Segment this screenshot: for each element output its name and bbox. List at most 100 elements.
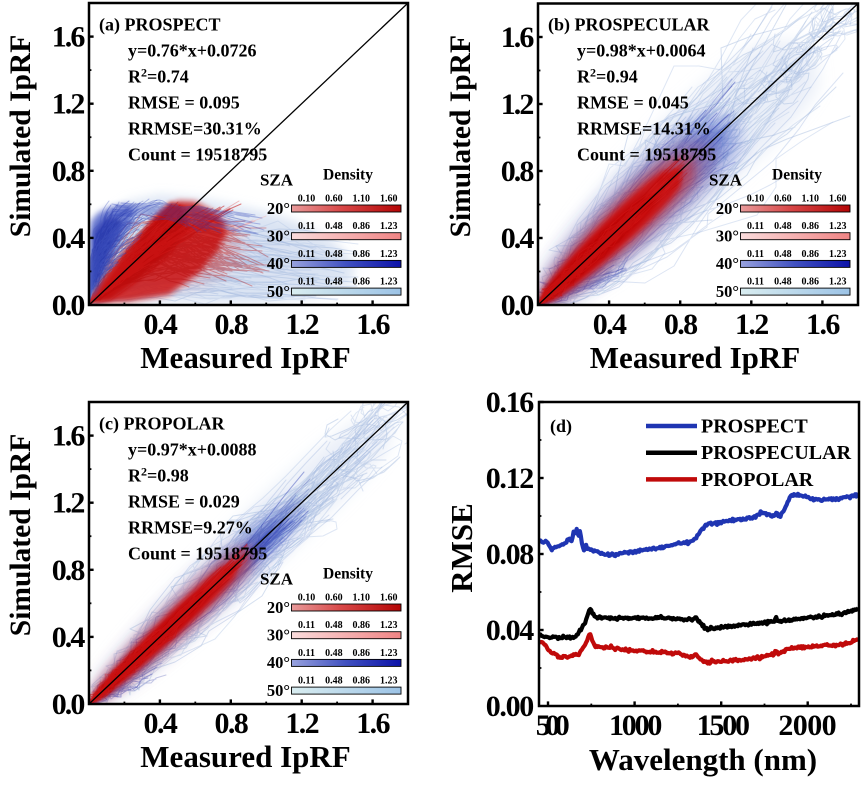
svg-text:40°: 40° [267, 653, 290, 672]
svg-text:0.48: 0.48 [325, 249, 343, 260]
svg-text:0.0: 0.0 [52, 289, 85, 322]
svg-text:1.23: 1.23 [829, 277, 847, 288]
svg-text:1.6: 1.6 [806, 308, 840, 341]
svg-text:1.23: 1.23 [380, 620, 398, 631]
svg-text:1.60: 1.60 [380, 193, 398, 204]
svg-text:1.6: 1.6 [356, 308, 390, 341]
svg-text:RRMSE=9.27%: RRMSE=9.27% [128, 518, 253, 538]
svg-text:0.4: 0.4 [501, 222, 535, 255]
svg-text:R2=0.94: R2=0.94 [577, 66, 638, 87]
svg-text:RMSE = 0.095: RMSE = 0.095 [128, 93, 240, 113]
svg-text:1.2: 1.2 [52, 88, 85, 121]
svg-text:50°: 50° [267, 282, 290, 301]
svg-text:0.4: 0.4 [144, 308, 178, 341]
svg-text:1.2: 1.2 [285, 707, 318, 740]
svg-text:0.8: 0.8 [52, 554, 85, 587]
svg-text:RRMSE=30.31%: RRMSE=30.31% [128, 119, 262, 139]
svg-text:1.23: 1.23 [380, 648, 398, 659]
svg-text:PROPOLAR: PROPOLAR [701, 469, 814, 491]
svg-text:RMSE = 0.029: RMSE = 0.029 [128, 492, 240, 512]
svg-text:Density: Density [772, 167, 822, 184]
svg-text:40°: 40° [716, 254, 739, 273]
svg-text:0.08: 0.08 [486, 538, 534, 571]
svg-text:1.23: 1.23 [380, 249, 398, 260]
svg-text:0.48: 0.48 [325, 620, 343, 631]
svg-text:0.11: 0.11 [747, 221, 764, 232]
svg-text:0.0: 0.0 [501, 289, 534, 322]
svg-text:0.48: 0.48 [774, 277, 792, 288]
svg-text:50°: 50° [267, 681, 290, 700]
svg-text:0.86: 0.86 [353, 221, 371, 232]
svg-text:0.4: 0.4 [593, 308, 627, 341]
svg-text:0.8: 0.8 [214, 308, 247, 341]
svg-text:0.10: 0.10 [747, 193, 765, 204]
svg-text:0.60: 0.60 [325, 193, 343, 204]
svg-text:0.11: 0.11 [298, 648, 315, 659]
svg-text:20°: 20° [267, 598, 290, 617]
svg-text:1.6: 1.6 [52, 21, 86, 54]
svg-text:Density: Density [323, 566, 373, 583]
svg-text:1.2: 1.2 [735, 308, 768, 341]
svg-text:0.10: 0.10 [298, 193, 316, 204]
svg-text:1.23: 1.23 [380, 221, 398, 232]
svg-text:0.11: 0.11 [298, 676, 315, 687]
svg-text:30°: 30° [267, 227, 290, 246]
svg-text:40°: 40° [267, 254, 290, 273]
svg-text:0.00: 0.00 [486, 690, 534, 723]
svg-text:1.23: 1.23 [380, 676, 398, 687]
svg-text:1.2: 1.2 [52, 487, 85, 520]
svg-text:0.12: 0.12 [486, 462, 534, 495]
svg-text:0.16: 0.16 [486, 386, 535, 419]
svg-text:0.11: 0.11 [298, 221, 315, 232]
svg-text:Simulated IpRF: Simulated IpRF [5, 434, 37, 636]
svg-text:1.6: 1.6 [501, 21, 535, 54]
svg-text:0.11: 0.11 [298, 620, 315, 631]
svg-text:30°: 30° [716, 227, 739, 246]
svg-text:Count = 19518795: Count = 19518795 [577, 145, 716, 165]
svg-text:0.86: 0.86 [353, 620, 371, 631]
svg-text:y=0.97*x+0.0088: y=0.97*x+0.0088 [128, 440, 257, 460]
svg-text:0.86: 0.86 [802, 221, 820, 232]
svg-text:1.23: 1.23 [829, 221, 847, 232]
svg-text:SZA: SZA [709, 171, 743, 190]
svg-text:Simulated IpRF: Simulated IpRF [5, 35, 37, 237]
svg-text:1.60: 1.60 [829, 193, 847, 204]
svg-text:Measured IpRF: Measured IpRF [590, 340, 800, 375]
svg-text:y=0.98*x+0.0064: y=0.98*x+0.0064 [577, 41, 706, 61]
svg-text:0.04: 0.04 [486, 614, 535, 647]
svg-text:y=0.76*x+0.0726: y=0.76*x+0.0726 [128, 41, 257, 61]
svg-text:0.86: 0.86 [353, 277, 371, 288]
svg-text:0.0: 0.0 [52, 688, 85, 721]
svg-text:SZA: SZA [260, 570, 294, 589]
svg-text:0.48: 0.48 [774, 221, 792, 232]
svg-text:0.86: 0.86 [353, 648, 371, 659]
svg-text:1.10: 1.10 [353, 592, 371, 603]
svg-text:1000: 1000 [609, 709, 661, 742]
svg-text:PROSPECT: PROSPECT [701, 416, 808, 438]
svg-text:1.2: 1.2 [501, 88, 534, 121]
svg-text:0.4: 0.4 [52, 222, 86, 255]
svg-text:(c) PROPOLAR: (c) PROPOLAR [99, 414, 225, 435]
svg-text:0.86: 0.86 [353, 249, 371, 260]
svg-text:(a) PROSPECT: (a) PROSPECT [99, 15, 221, 36]
svg-text:0.48: 0.48 [325, 676, 343, 687]
svg-text:RRMSE=14.31%: RRMSE=14.31% [577, 119, 711, 139]
svg-text:0.86: 0.86 [353, 676, 371, 687]
svg-text:Density: Density [323, 167, 373, 184]
svg-text:Measured IpRF: Measured IpRF [140, 739, 350, 774]
svg-text:0.11: 0.11 [747, 277, 764, 288]
svg-text:20°: 20° [267, 199, 290, 218]
svg-text:PROSPECULAR: PROSPECULAR [701, 442, 852, 464]
svg-text:1.6: 1.6 [356, 707, 390, 740]
svg-text:1.23: 1.23 [829, 249, 847, 260]
svg-text:Wavelength (nm): Wavelength (nm) [589, 742, 817, 777]
svg-text:0.60: 0.60 [774, 193, 792, 204]
svg-text:1500: 1500 [697, 709, 749, 742]
svg-text:0.8: 0.8 [214, 707, 247, 740]
svg-text:0.48: 0.48 [325, 648, 343, 659]
svg-text:0.11: 0.11 [298, 249, 315, 260]
svg-text:1.2: 1.2 [285, 308, 318, 341]
svg-text:0.10: 0.10 [298, 592, 316, 603]
svg-text:20°: 20° [716, 199, 739, 218]
svg-text:0.8: 0.8 [501, 155, 534, 188]
